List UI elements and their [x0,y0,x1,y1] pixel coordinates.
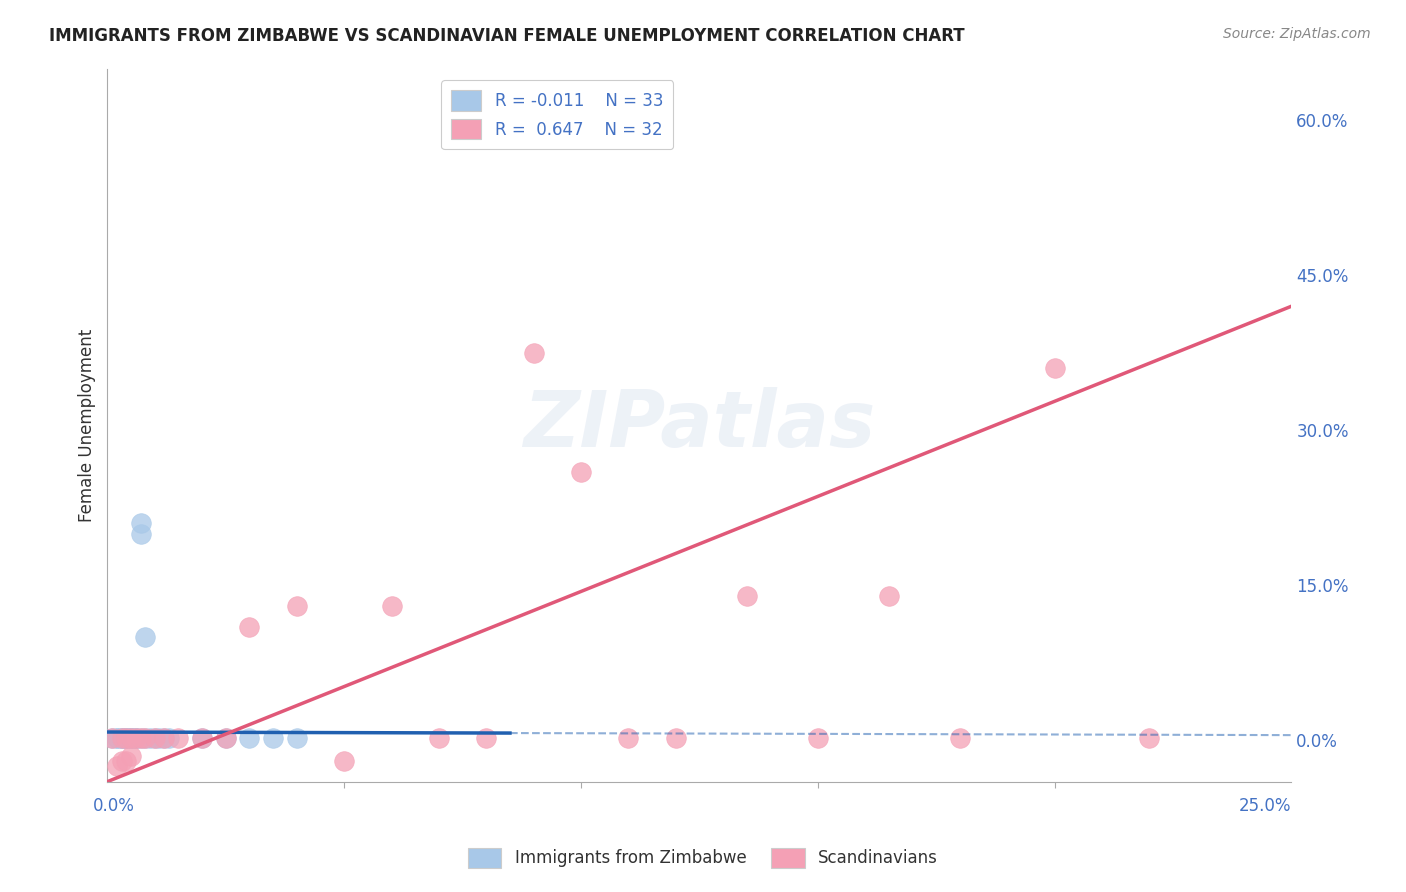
Point [665,731,688,746]
Point [191,731,214,746]
Point [110,731,132,746]
Point [262,731,284,746]
Point [125,731,148,746]
Point [129,526,152,541]
Point [153,731,176,746]
Point [215,731,238,746]
Text: 25.0%: 25.0% [1239,797,1292,815]
Point [153,731,176,746]
Point [105,731,128,746]
Point [110,731,132,746]
Point [129,516,152,531]
Point [523,345,546,359]
Point [120,731,142,746]
Point [110,731,132,746]
Point [120,731,142,746]
Point [120,731,142,746]
Point [101,731,124,746]
Y-axis label: Female Unemployment: Female Unemployment [79,328,96,522]
Text: Source: ZipAtlas.com: Source: ZipAtlas.com [1223,27,1371,41]
Point [380,599,402,613]
Text: IMMIGRANTS FROM ZIMBABWE VS SCANDINAVIAN FEMALE UNEMPLOYMENT CORRELATION CHART: IMMIGRANTS FROM ZIMBABWE VS SCANDINAVIAN… [49,27,965,45]
Point [120,731,142,746]
Point [877,589,900,603]
Point [125,731,148,746]
Point [110,731,132,746]
Point [167,731,190,746]
Point [134,630,156,644]
Point [215,731,238,746]
Point [134,731,156,746]
Text: ZIPatlas: ZIPatlas [523,387,876,463]
Point [120,748,142,763]
Point [101,731,124,746]
Point [285,599,308,613]
Point [191,731,214,746]
Point [120,731,142,746]
Point [115,731,138,746]
Point [115,731,138,746]
Point [285,731,308,746]
Point [949,731,972,746]
Legend: R = -0.011    N = 33, R =  0.647    N = 32: R = -0.011 N = 33, R = 0.647 N = 32 [441,80,673,150]
Point [129,731,152,746]
Point [735,589,758,603]
Point [143,731,166,746]
Point [139,731,162,746]
Point [129,731,152,746]
Point [115,731,138,746]
Point [110,754,132,768]
Point [238,731,260,746]
Point [617,731,640,746]
Point [569,465,592,479]
Point [157,731,180,746]
Point [475,731,498,746]
Point [115,731,138,746]
Point [427,731,450,746]
Point [143,731,166,746]
Point [115,731,138,746]
Point [125,731,148,746]
Point [105,731,128,746]
Text: 0.0%: 0.0% [93,797,135,815]
Point [115,754,138,768]
Point [238,619,260,633]
Point [1043,361,1066,376]
Point [120,731,142,746]
Point [105,759,128,773]
Point [807,731,830,746]
Point [148,731,170,746]
Point [134,731,156,746]
Point [333,754,356,768]
Point [125,731,148,746]
Legend: Immigrants from Zimbabwe, Scandinavians: Immigrants from Zimbabwe, Scandinavians [461,841,945,875]
Point [1137,731,1160,746]
